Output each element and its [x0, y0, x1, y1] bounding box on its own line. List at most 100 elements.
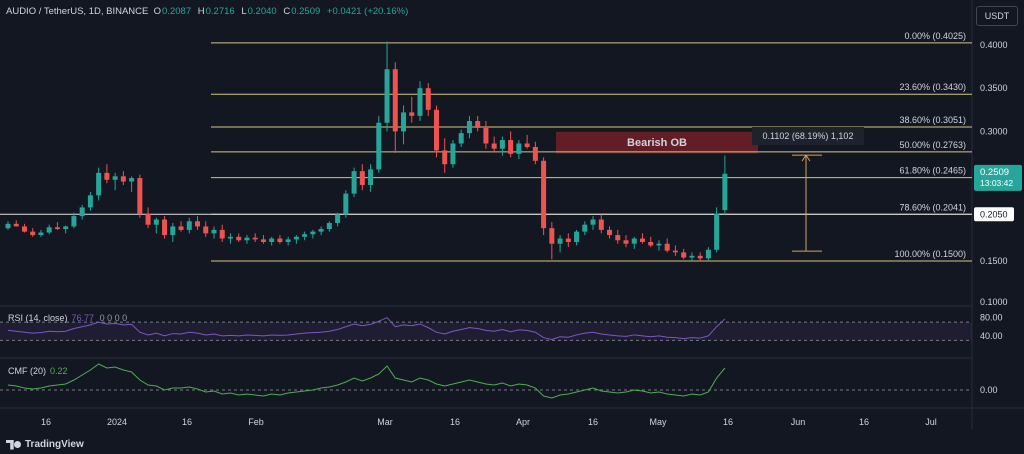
candle-body[interactable]: [285, 239, 291, 242]
candle-body[interactable]: [557, 238, 563, 244]
candle-body[interactable]: [178, 226, 184, 230]
candle-body[interactable]: [483, 127, 489, 144]
candle-body[interactable]: [79, 207, 85, 217]
candle-body[interactable]: [541, 160, 547, 229]
candle-body[interactable]: [318, 229, 324, 232]
candle-body[interactable]: [326, 222, 332, 230]
candle-body[interactable]: [392, 69, 398, 132]
candle-body[interactable]: [681, 252, 687, 258]
candle-body[interactable]: [186, 221, 192, 230]
candle-body[interactable]: [236, 236, 242, 241]
candle-body[interactable]: [343, 193, 349, 215]
bearish-order-block[interactable]: [556, 131, 758, 154]
candle-body[interactable]: [162, 219, 168, 236]
candle-body[interactable]: [631, 238, 637, 244]
candle-body[interactable]: [615, 235, 621, 241]
candle-body[interactable]: [582, 224, 588, 232]
candle-body[interactable]: [417, 88, 423, 116]
candle-body[interactable]: [21, 226, 27, 232]
candle-body[interactable]: [46, 227, 52, 233]
open-label: O: [153, 6, 162, 17]
candle-body[interactable]: [466, 121, 472, 134]
candle-body[interactable]: [598, 219, 604, 230]
candle-body[interactable]: [293, 236, 299, 240]
candle-body[interactable]: [104, 172, 110, 180]
candle-body[interactable]: [252, 237, 258, 240]
candle-body[interactable]: [672, 250, 678, 253]
candle-body[interactable]: [697, 255, 703, 259]
candle-body[interactable]: [689, 255, 695, 258]
candle-body[interactable]: [219, 229, 225, 239]
candle-body[interactable]: [137, 178, 143, 214]
candle-body[interactable]: [475, 121, 481, 128]
candle-body[interactable]: [71, 216, 77, 227]
candle-body[interactable]: [87, 195, 93, 208]
candle-body[interactable]: [203, 226, 209, 234]
candle-body[interactable]: [310, 231, 316, 235]
candle-body[interactable]: [195, 221, 201, 227]
fib-level-label: 38.60% (0.3051): [899, 115, 966, 125]
candle-body[interactable]: [664, 243, 670, 251]
candle-body[interactable]: [302, 234, 308, 237]
candle-body[interactable]: [590, 219, 596, 225]
candle-body[interactable]: [532, 146, 538, 161]
candle-body[interactable]: [96, 172, 102, 196]
candle-body[interactable]: [524, 143, 530, 147]
cmf-line[interactable]: [7, 363, 726, 399]
candle-body[interactable]: [508, 140, 514, 154]
candle-body[interactable]: [574, 231, 580, 242]
candle-body[interactable]: [211, 229, 217, 234]
candle-body[interactable]: [153, 219, 159, 225]
candle-body[interactable]: [442, 150, 448, 165]
candle-body[interactable]: [499, 140, 505, 149]
candle-body[interactable]: [30, 231, 36, 236]
rsi-legend[interactable]: RSI (14, close) 76.77 0 0 0 0: [8, 313, 127, 323]
support-price-tag: [974, 207, 1014, 222]
candle-body[interactable]: [722, 173, 728, 211]
candle-body[interactable]: [145, 213, 151, 225]
candle-body[interactable]: [368, 169, 374, 185]
symbol-name[interactable]: AUDIO / TetherUS, 1D, BINANCE: [6, 6, 149, 17]
tradingview-logo[interactable]: TradingView: [6, 439, 84, 450]
candle-body[interactable]: [376, 122, 382, 170]
cmf-legend[interactable]: CMF (20) 0.22: [8, 366, 68, 376]
candle-body[interactable]: [38, 232, 44, 236]
candle-body[interactable]: [170, 226, 176, 236]
currency-button[interactable]: USDT: [976, 6, 1018, 26]
candle-body[interactable]: [648, 241, 654, 246]
candle-body[interactable]: [13, 223, 19, 227]
candle-body[interactable]: [129, 178, 135, 182]
candle-body[interactable]: [705, 249, 711, 259]
candle-body[interactable]: [54, 227, 60, 230]
candle-body[interactable]: [112, 176, 118, 180]
candle-body[interactable]: [5, 223, 11, 229]
candle-body[interactable]: [656, 243, 662, 246]
candle-body[interactable]: [244, 237, 250, 241]
candle-body[interactable]: [565, 238, 571, 242]
candle-body[interactable]: [639, 238, 645, 242]
candle-body[interactable]: [458, 133, 464, 144]
candle-body[interactable]: [227, 236, 233, 239]
candle-body[interactable]: [351, 171, 357, 194]
candle-body[interactable]: [491, 143, 497, 149]
candle-body[interactable]: [359, 171, 365, 185]
candle-body[interactable]: [607, 229, 613, 236]
candle-body[interactable]: [277, 238, 283, 242]
candle-body[interactable]: [120, 176, 126, 182]
candle-body[interactable]: [409, 112, 415, 116]
candle-body[interactable]: [63, 226, 69, 230]
candle-body[interactable]: [269, 238, 275, 242]
candle-body[interactable]: [384, 69, 390, 123]
candle-body[interactable]: [433, 109, 439, 151]
candle-body[interactable]: [335, 214, 341, 223]
candle-body[interactable]: [425, 88, 431, 110]
candle-body[interactable]: [450, 143, 456, 165]
candle-body[interactable]: [549, 228, 555, 244]
candle-body[interactable]: [401, 112, 407, 132]
candle-body[interactable]: [260, 239, 266, 242]
candle-body[interactable]: [623, 240, 629, 244]
candle-body[interactable]: [714, 213, 720, 250]
candle-body[interactable]: [516, 143, 522, 154]
rsi-line[interactable]: [7, 316, 726, 341]
